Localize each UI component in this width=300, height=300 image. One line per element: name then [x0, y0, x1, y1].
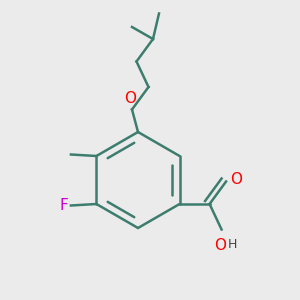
Text: O: O — [214, 238, 226, 253]
Text: O: O — [230, 172, 242, 188]
Text: O: O — [124, 91, 136, 106]
Text: F: F — [60, 198, 68, 213]
Text: H: H — [228, 238, 238, 251]
